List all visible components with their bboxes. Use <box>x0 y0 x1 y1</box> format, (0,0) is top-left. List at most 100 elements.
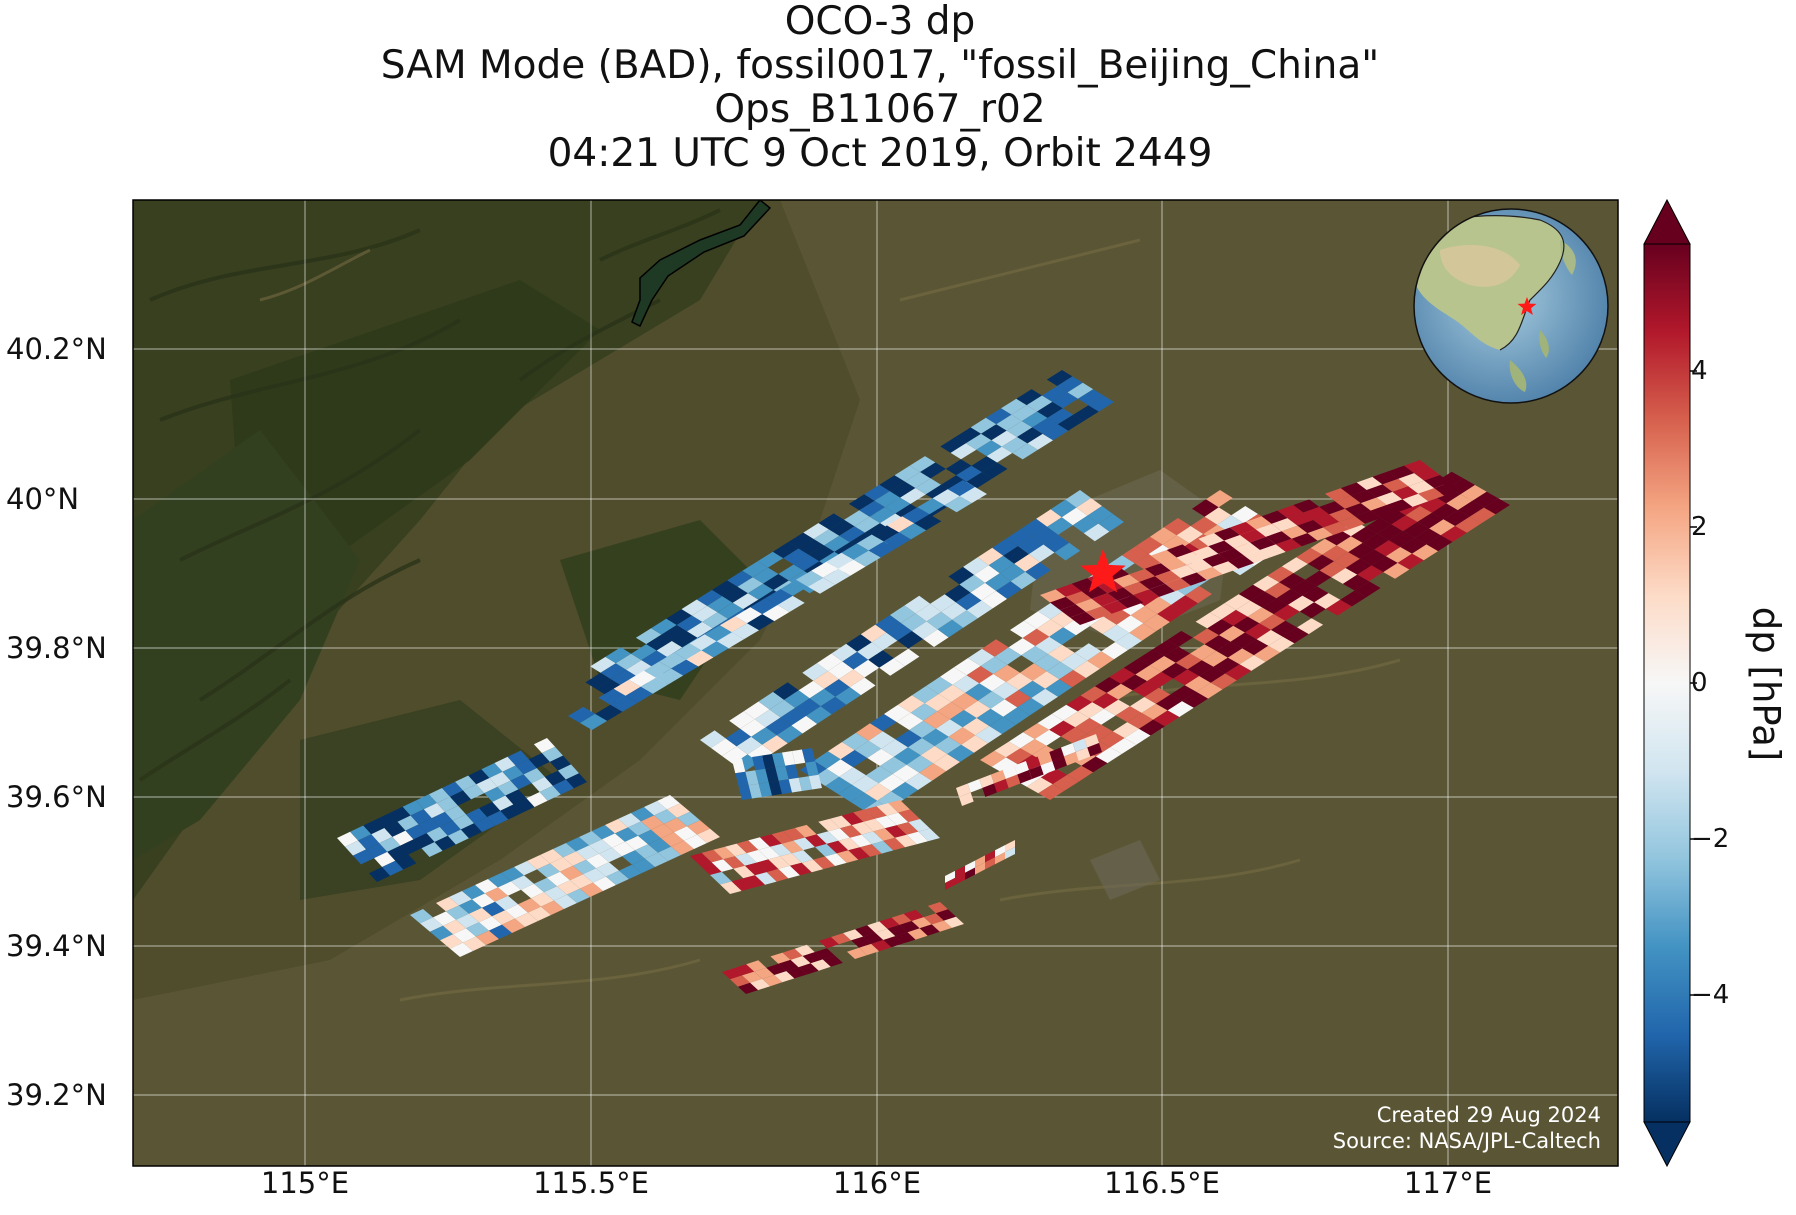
sounding-cell <box>395 854 417 870</box>
sounding-cell <box>1307 527 1334 541</box>
created-date-credit: Created 29 Aug 2024 <box>1377 1103 1601 1127</box>
sounding-cell <box>873 828 895 841</box>
sounding-cell <box>1175 653 1202 670</box>
sounding-cell <box>1386 547 1413 563</box>
sounding-cell <box>937 702 964 720</box>
sounding-cell <box>1271 518 1298 532</box>
sounding-cell <box>1104 699 1130 716</box>
sounding-cell <box>707 596 733 613</box>
sounding-cell <box>1157 604 1184 622</box>
sounding-cell <box>994 741 1021 758</box>
sounding-cell <box>505 789 527 805</box>
sounding-cell <box>1440 526 1467 542</box>
sounding-cell <box>934 736 962 754</box>
sounding-cell <box>426 826 448 842</box>
sounding-cell <box>540 849 563 864</box>
sounding-cell <box>371 828 393 844</box>
sounding-cell <box>1048 644 1075 662</box>
sounding-cell <box>514 861 537 876</box>
sounding-cell <box>475 879 498 894</box>
sounding-cell <box>906 831 929 845</box>
sounding-cell <box>947 744 974 762</box>
sounding-cell <box>732 758 746 774</box>
sounding-cell <box>993 664 1020 682</box>
sounding-cell <box>971 456 998 473</box>
sounding-cell <box>1026 756 1041 770</box>
sounding-cell <box>923 629 949 647</box>
colorbar-label: dp [hPa] <box>1744 606 1788 762</box>
sounding-cell <box>1153 710 1180 727</box>
sounding-cell <box>1067 382 1094 399</box>
sounding-cell <box>906 755 934 773</box>
sounding-cell <box>917 498 945 515</box>
sounding-cell <box>1072 738 1088 752</box>
sounding-cell <box>1173 669 1200 686</box>
sounding-cell <box>802 952 823 964</box>
sounding-cell <box>646 634 672 651</box>
sounding-cell <box>747 614 775 631</box>
sounding-cell <box>1081 756 1108 773</box>
sounding-cell <box>1035 636 1062 654</box>
sounding-cell <box>1404 460 1430 474</box>
sounding-cell <box>563 851 586 866</box>
sounding-cell <box>474 817 496 832</box>
lon-tick-label: 117°E <box>1403 1166 1493 1200</box>
sounding-cell <box>915 478 941 495</box>
sounding-cell <box>950 710 977 728</box>
sounding-cell <box>896 712 924 730</box>
sounding-cell <box>1405 506 1432 522</box>
sounding-cell <box>857 642 883 660</box>
sounding-cell <box>638 829 661 845</box>
sounding-cell <box>528 753 550 769</box>
sounding-cell <box>1124 728 1151 745</box>
sounding-cell <box>1212 561 1239 575</box>
sounding-cell <box>758 691 785 710</box>
sounding-cell <box>732 593 759 610</box>
sounding-cell <box>1231 506 1258 524</box>
sounding-cell <box>883 532 911 549</box>
sounding-cell <box>795 570 824 587</box>
sounding-cell <box>839 526 865 543</box>
sounding-cell <box>1049 627 1076 645</box>
sounding-cell <box>691 605 718 622</box>
sounding-cell <box>1149 656 1176 672</box>
sounding-cell <box>976 708 1004 726</box>
sounding-cell <box>815 843 837 857</box>
sounding-cell <box>1227 648 1254 665</box>
sounding-cell <box>901 613 927 631</box>
sounding-cell <box>1026 777 1053 794</box>
sounding-cell <box>1074 643 1102 661</box>
sounding-cell <box>640 677 668 694</box>
sounding-cell <box>852 775 879 793</box>
sounding-cell <box>963 557 989 575</box>
sounding-cell <box>839 767 866 785</box>
sounding-cell <box>1417 512 1444 529</box>
sounding-cell <box>1382 478 1409 492</box>
sounding-cell <box>497 780 519 796</box>
sounding-cell <box>1176 526 1204 544</box>
sounding-cell <box>822 955 843 967</box>
sounding-cell <box>1006 528 1033 547</box>
sounding-cell <box>507 750 529 766</box>
sounding-cell <box>909 720 936 738</box>
sounding-cell <box>430 925 453 941</box>
sounding-cell <box>515 759 537 775</box>
colorbar-gradient <box>1643 243 1691 1123</box>
sounding-cell <box>1016 389 1042 406</box>
sounding-cell <box>893 648 920 667</box>
sounding-cell <box>1029 765 1044 779</box>
sounding-cell <box>631 807 654 822</box>
sounding-cell <box>805 834 827 847</box>
sounding-cell <box>592 825 615 840</box>
sounding-cell <box>1374 540 1401 557</box>
sounding-cell <box>605 647 632 664</box>
sounding-cell <box>442 781 464 797</box>
sounding-cell <box>735 853 757 866</box>
sounding-cell <box>690 852 712 866</box>
sounding-cell <box>710 871 732 885</box>
sounding-cell <box>1325 529 1351 546</box>
sounding-cell <box>798 680 825 699</box>
sounding-cell <box>828 742 855 760</box>
sounding-cell <box>926 611 953 630</box>
sounding-cell <box>1210 603 1236 620</box>
